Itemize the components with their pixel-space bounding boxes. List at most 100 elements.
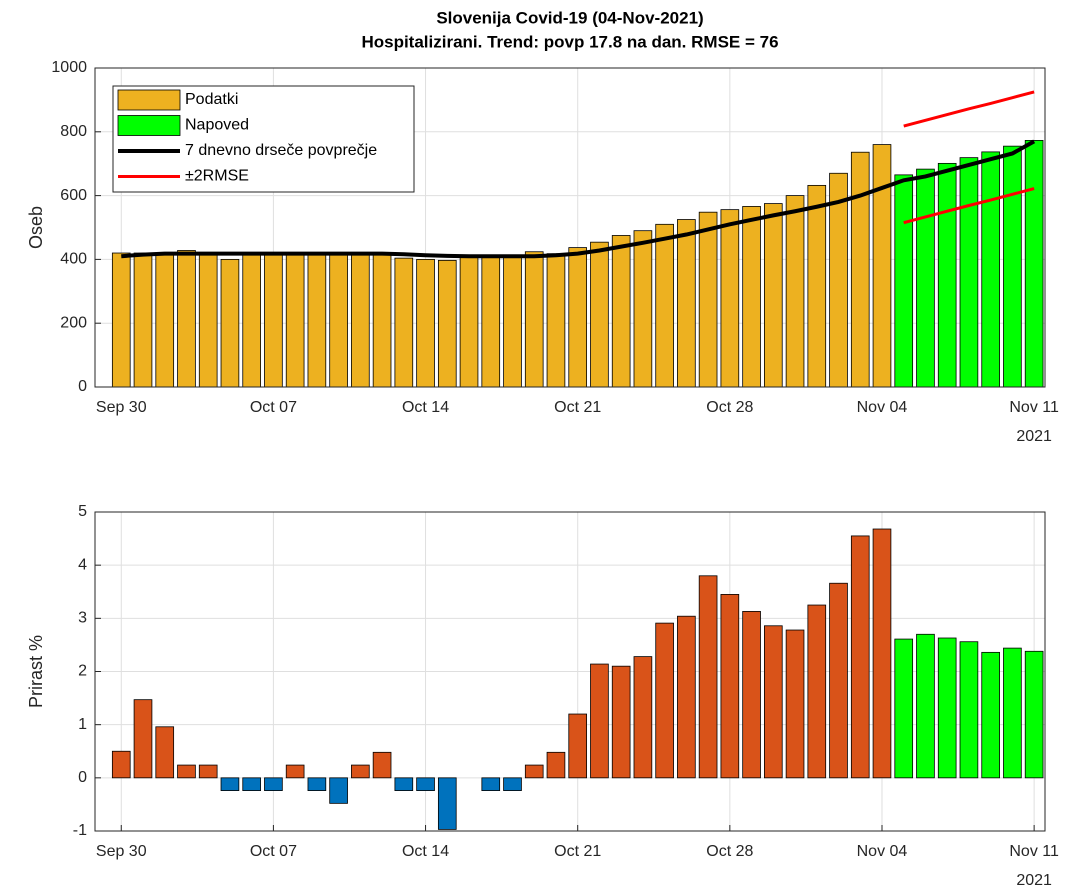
- bar: [546, 253, 566, 388]
- bar: [133, 699, 153, 779]
- bar: [611, 235, 631, 388]
- bar: [177, 250, 196, 388]
- x-tick-label: Nov 11: [1009, 399, 1059, 416]
- bar: [133, 252, 153, 388]
- bar: [764, 203, 783, 388]
- bar: [742, 206, 761, 388]
- x-tick-label: Oct 14: [402, 843, 449, 860]
- bar: [850, 151, 870, 388]
- bar: [981, 151, 1000, 388]
- y-tick-label: -1: [73, 822, 87, 839]
- moving-average-line: [121, 139, 1036, 259]
- legend-swatch: [117, 89, 181, 111]
- bar: [394, 257, 414, 388]
- bar: [894, 174, 914, 388]
- bar: [177, 764, 196, 779]
- bar: [524, 764, 544, 779]
- y-tick-label: 1: [78, 716, 87, 733]
- bar: [372, 252, 392, 388]
- bar: [155, 252, 175, 388]
- bar: [785, 195, 805, 388]
- bar: [481, 255, 501, 388]
- bar: [481, 777, 501, 791]
- y-tick-label: 1000: [51, 59, 87, 76]
- bar: [524, 251, 544, 388]
- bar: [503, 777, 522, 791]
- x-tick-label: Oct 07: [250, 843, 297, 860]
- y-tick-label: 600: [60, 187, 87, 204]
- bar: [372, 751, 392, 779]
- bar: [416, 777, 435, 791]
- bar: [655, 223, 674, 388]
- bar: [937, 637, 957, 779]
- y-tick-label: 800: [60, 123, 87, 140]
- bar: [959, 157, 979, 388]
- legend-swatch: [117, 115, 181, 136]
- bar: [677, 219, 696, 388]
- bar: [590, 663, 609, 779]
- bar: [872, 528, 892, 779]
- bar: [111, 252, 131, 388]
- x-tick-label: Oct 07: [250, 399, 297, 416]
- legend-label: ±2RMSE: [185, 168, 249, 185]
- bar: [633, 656, 653, 779]
- bar: [329, 253, 348, 388]
- bar: [242, 253, 261, 388]
- legend-label: Podatki: [185, 91, 238, 108]
- bar: [1024, 650, 1044, 779]
- bar: [590, 241, 609, 388]
- chart-subtitle: Hospitalizirani. Trend: povp 17.8 na dan…: [361, 32, 778, 51]
- bar: [655, 622, 674, 779]
- upper-band-line: [903, 90, 1035, 128]
- bar: [1024, 140, 1044, 388]
- bar: [568, 713, 588, 779]
- bar: [764, 625, 783, 779]
- x-tick-label: Oct 28: [706, 399, 753, 416]
- bar: [1003, 647, 1022, 779]
- x-tick-label: Sep 30: [96, 843, 147, 860]
- bar: [285, 253, 305, 388]
- bar: [633, 230, 653, 388]
- bar: [285, 764, 305, 779]
- bar: [220, 777, 240, 791]
- x-tick-label: Oct 14: [402, 399, 449, 416]
- bar: [807, 184, 827, 388]
- x-tick-label: Nov 11: [1009, 843, 1059, 860]
- bar: [742, 611, 761, 779]
- y-axis-label: Prirast %: [26, 635, 46, 708]
- y-tick-label: 4: [78, 556, 87, 573]
- bar: [937, 162, 957, 388]
- bar: [307, 777, 327, 791]
- bar: [872, 144, 892, 388]
- y-tick-label: 400: [60, 251, 87, 268]
- bar: [807, 604, 827, 779]
- y-tick-label: 3: [78, 610, 87, 627]
- bar: [394, 777, 414, 791]
- bar: [198, 764, 218, 779]
- x-tick-label: Sep 30: [96, 399, 147, 416]
- bar: [720, 594, 740, 779]
- bar: [329, 777, 348, 804]
- y-tick-label: 0: [78, 378, 87, 395]
- bar: [850, 535, 870, 779]
- bar: [437, 259, 457, 388]
- bar: [416, 258, 435, 388]
- bar: [698, 575, 718, 779]
- bar: [677, 615, 696, 779]
- bar: [698, 211, 718, 388]
- x-tick-label: Oct 21: [554, 399, 601, 416]
- bar: [198, 251, 218, 388]
- x-tick-label: Nov 04: [857, 399, 908, 416]
- legend-label: 7 dnevno drseče povprečje: [185, 142, 377, 159]
- bar: [568, 247, 588, 388]
- bar: [264, 252, 283, 388]
- lower-band-line: [903, 187, 1035, 225]
- x-tick-label: Oct 28: [706, 843, 753, 860]
- bar: [829, 582, 848, 779]
- y-tick-label: 2: [78, 663, 87, 680]
- bar: [307, 252, 327, 388]
- bar: [351, 764, 370, 779]
- axes-box: [94, 511, 1046, 832]
- bar: [959, 641, 979, 779]
